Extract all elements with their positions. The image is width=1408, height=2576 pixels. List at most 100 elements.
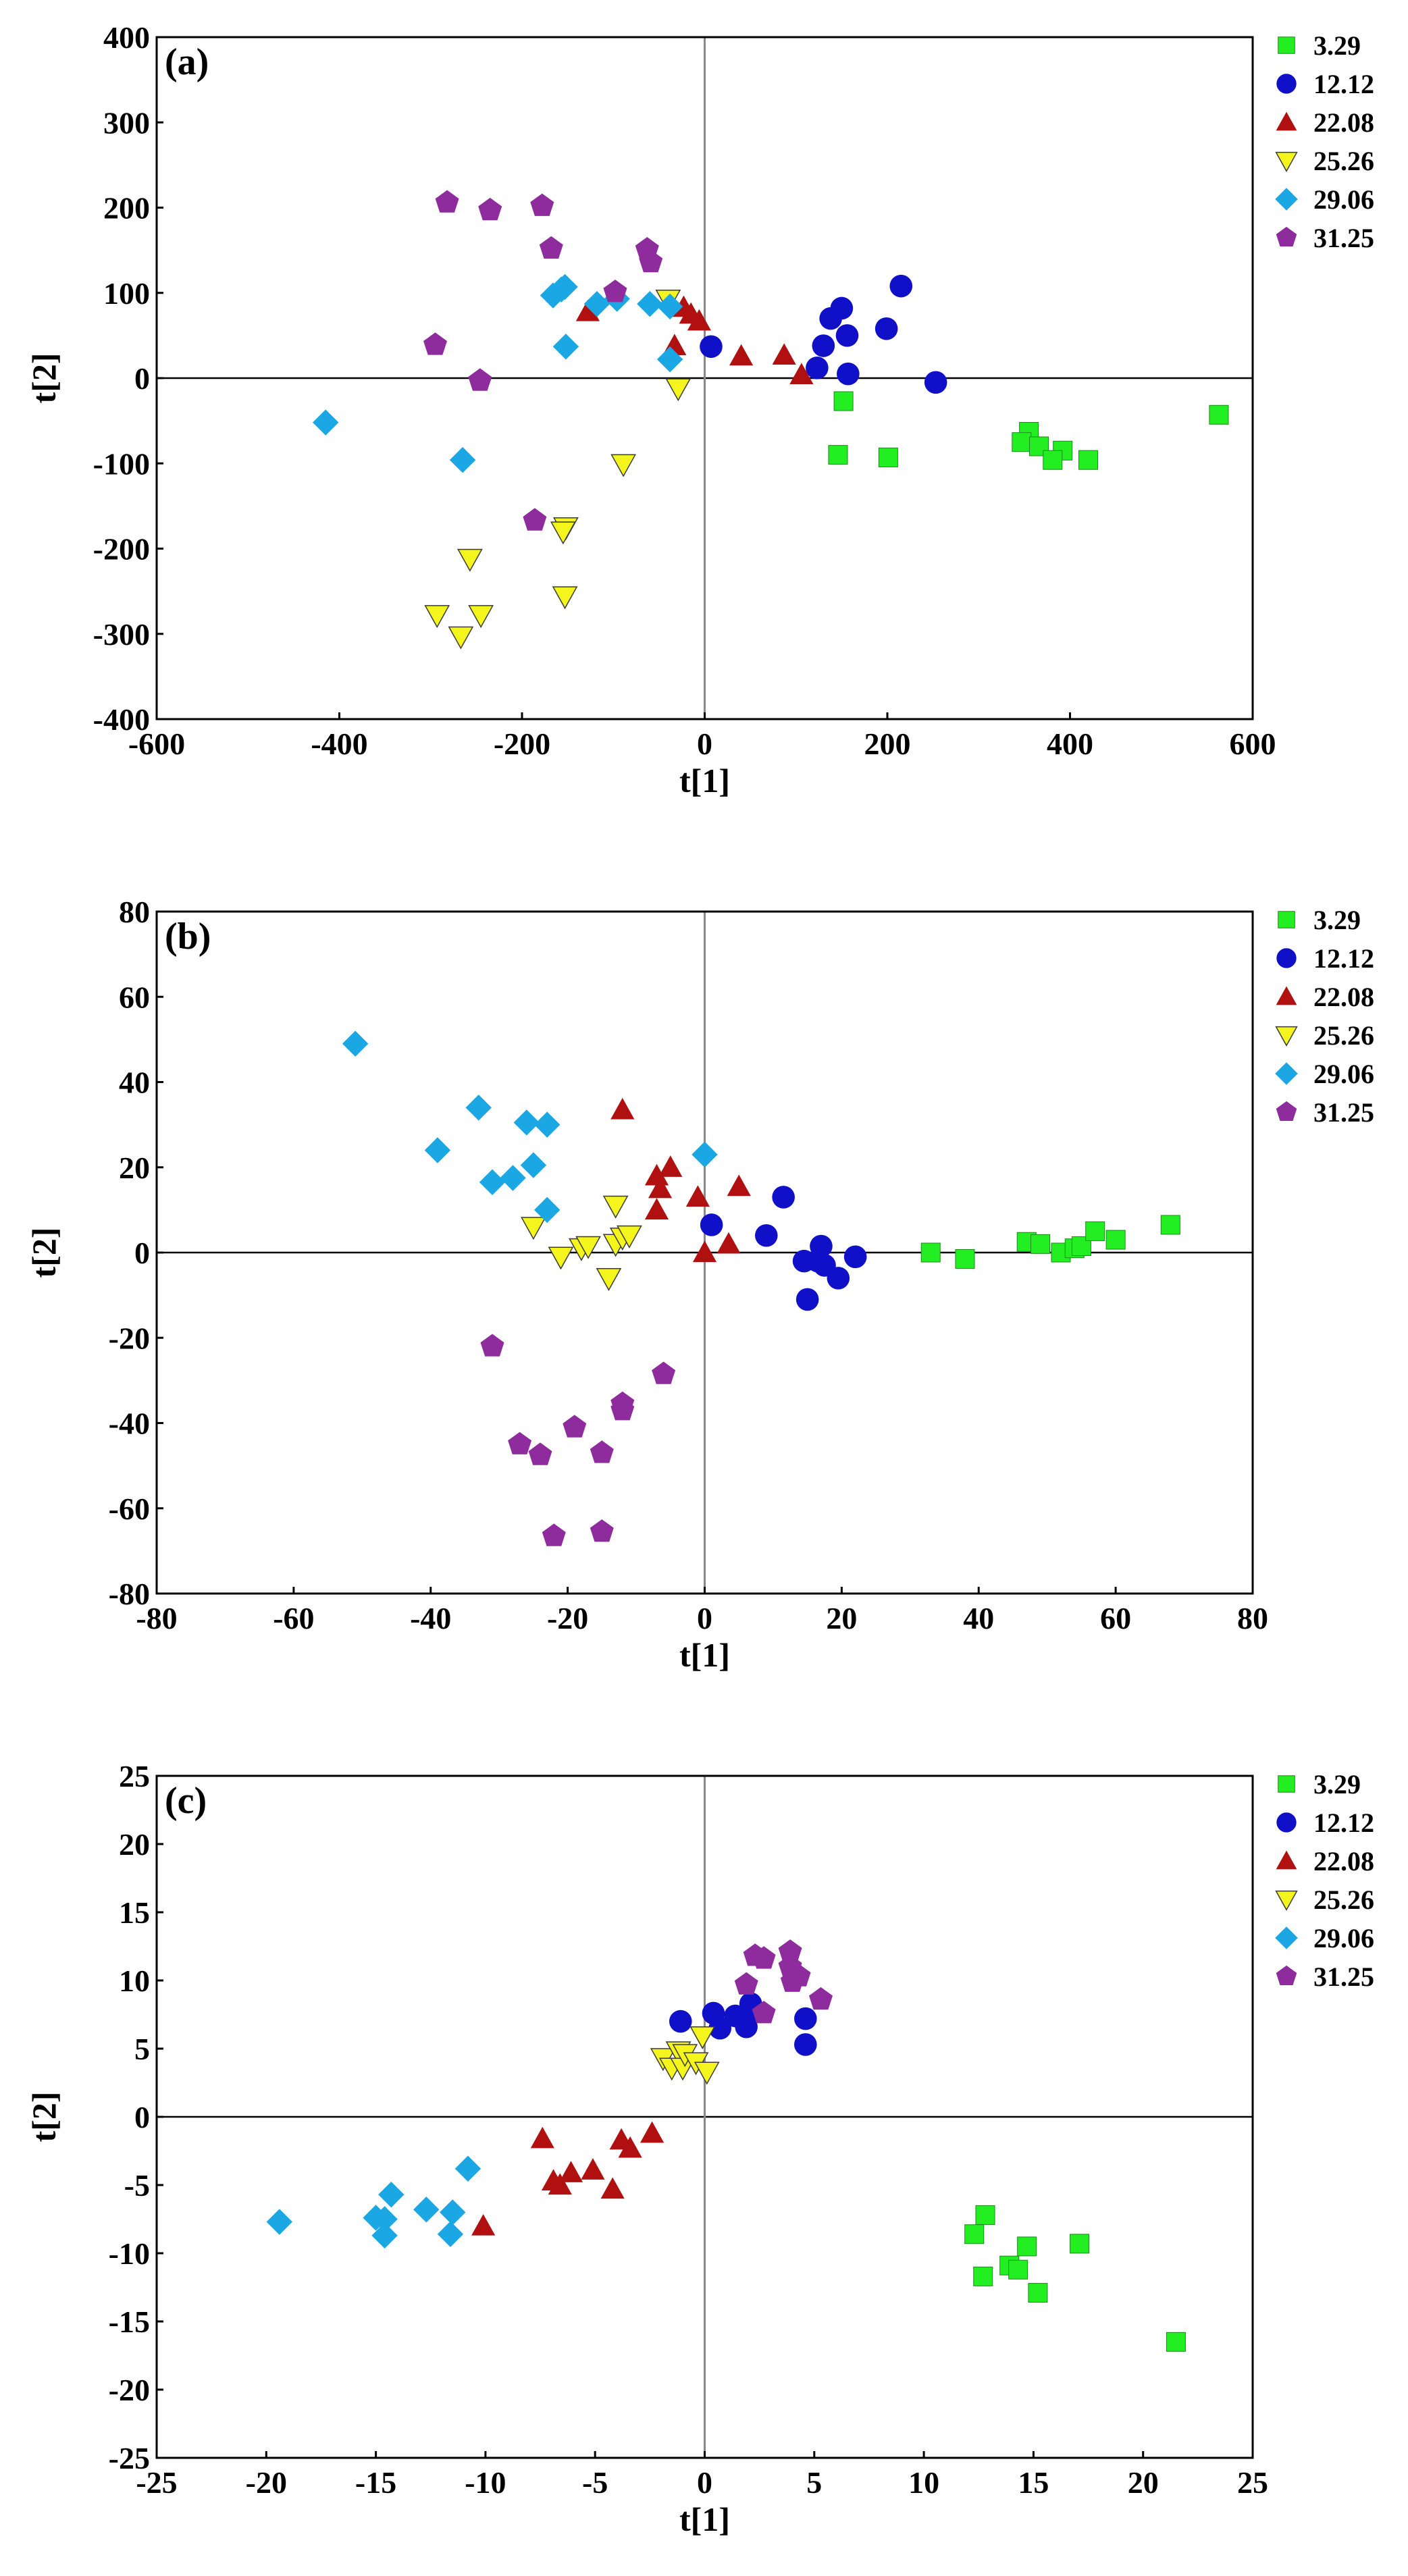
series-22.08 xyxy=(471,2121,664,2236)
y-tick-label: 0 xyxy=(134,1236,150,1270)
series-31.25 xyxy=(480,1334,676,1546)
data-point xyxy=(794,2033,817,2056)
data-point xyxy=(752,1946,776,1969)
x-tick-label: 10 xyxy=(908,2465,939,2500)
data-point xyxy=(610,454,637,477)
y-tick-label: 80 xyxy=(119,895,150,929)
chart-panel-b: -80 -60 -40 -20 0 20 40 60 80 -80 -60 -40 -20 0 20 40 60… xyxy=(25,895,1374,1674)
data-point xyxy=(550,521,576,545)
y-tick-label: -5 xyxy=(124,2168,150,2203)
chart-panel-c: -25 -20 -15 -10 -5 0 5 10 15 20 25 -25 -20 -15 -10 -5 0 5… xyxy=(25,1759,1374,2538)
y-tick-label: -60 xyxy=(109,1492,150,1526)
x-axis-label: t[1] xyxy=(679,762,730,799)
data-point xyxy=(1078,450,1099,470)
data-point xyxy=(716,1232,741,1254)
data-point xyxy=(437,2221,464,2247)
series-31.25 xyxy=(423,190,663,531)
series-3.29 xyxy=(964,2205,1186,2352)
y-tick-label: -20 xyxy=(109,1321,150,1355)
data-point xyxy=(658,1155,683,1177)
data-point xyxy=(754,1224,778,1247)
data-point xyxy=(1085,1221,1105,1241)
data-point xyxy=(964,2224,985,2244)
legend-label: 31.25 xyxy=(1313,223,1374,253)
data-point xyxy=(533,1197,560,1224)
legend-label: 25.26 xyxy=(1313,146,1374,176)
data-point xyxy=(610,1097,635,1120)
legend-marker xyxy=(1278,1775,1295,1793)
legend-label: 12.12 xyxy=(1313,1808,1374,1838)
data-point xyxy=(480,1334,504,1357)
y-tick-label: 0 xyxy=(134,2100,150,2134)
series-25.26 xyxy=(650,2026,720,2085)
data-point xyxy=(692,1240,717,1263)
x-tick-label: 25 xyxy=(1237,2465,1268,2500)
series-3.29 xyxy=(920,1215,1180,1269)
data-point xyxy=(652,1361,676,1384)
data-point xyxy=(449,447,476,473)
x-tick-label: 5 xyxy=(806,2465,822,2500)
y-tick-label: -200 xyxy=(93,532,150,567)
data-point xyxy=(1012,432,1032,452)
legend: 3.29 12.12 22.08 25.26 29.06 31.25 xyxy=(1275,1769,1374,1992)
panel-label: (c) xyxy=(165,1780,207,1822)
data-point xyxy=(530,193,554,216)
data-point xyxy=(500,1165,526,1191)
data-point xyxy=(617,1225,642,1248)
series-22.08 xyxy=(575,295,814,385)
legend-label: 12.12 xyxy=(1313,69,1374,99)
data-point xyxy=(752,2001,776,2024)
data-point xyxy=(692,1141,718,1168)
legend-marker xyxy=(1276,111,1297,131)
legend-marker xyxy=(1275,1062,1298,1085)
data-point xyxy=(600,2177,625,2199)
data-point xyxy=(637,290,663,317)
data-point xyxy=(378,2181,405,2208)
y-tick-label: 400 xyxy=(103,20,150,55)
data-point xyxy=(727,1174,751,1197)
data-point xyxy=(1166,2332,1186,2352)
data-point xyxy=(618,2136,642,2158)
data-point xyxy=(827,1267,850,1290)
legend-marker xyxy=(1276,1850,1297,1870)
y-tick-label: -20 xyxy=(109,2373,150,2407)
series-25.26 xyxy=(424,290,692,650)
x-tick-label: 60 xyxy=(1100,1601,1131,1635)
data-point xyxy=(833,391,854,411)
data-point xyxy=(521,1217,546,1240)
x-axis-label: t[1] xyxy=(679,2500,730,2538)
data-point xyxy=(973,2266,993,2286)
legend-marker xyxy=(1276,1812,1297,1833)
y-tick-label: -15 xyxy=(109,2305,150,2339)
data-point xyxy=(878,447,898,467)
x-tick-label: -40 xyxy=(410,1601,451,1635)
data-point xyxy=(478,197,502,221)
legend-label: 22.08 xyxy=(1313,1846,1374,1876)
y-tick-label: 5 xyxy=(134,2032,150,2066)
data-point xyxy=(806,357,829,379)
data-point xyxy=(563,1415,587,1438)
x-tick-label: 200 xyxy=(864,727,911,761)
data-point xyxy=(581,2158,605,2180)
x-tick-label: -10 xyxy=(465,2465,506,2500)
data-point xyxy=(843,1245,867,1269)
legend-label: 3.29 xyxy=(1313,30,1361,61)
data-point xyxy=(708,2016,732,2040)
y-axis-label: t[2] xyxy=(25,353,63,404)
data-point xyxy=(889,274,913,298)
data-point xyxy=(656,346,683,373)
data-point xyxy=(796,1288,819,1311)
data-point xyxy=(539,236,563,259)
x-tick-label: -20 xyxy=(246,2465,287,2500)
data-point xyxy=(552,334,579,360)
legend-marker xyxy=(1276,226,1297,246)
legend-marker xyxy=(1276,986,1297,1005)
series-25.26 xyxy=(521,1195,642,1292)
y-tick-label: 20 xyxy=(119,1827,150,1862)
data-point xyxy=(440,2199,466,2226)
data-point xyxy=(424,605,450,629)
data-point xyxy=(812,334,835,357)
legend-label: 22.08 xyxy=(1313,982,1374,1012)
y-tick-label: 100 xyxy=(103,276,150,311)
data-point xyxy=(648,1176,673,1199)
